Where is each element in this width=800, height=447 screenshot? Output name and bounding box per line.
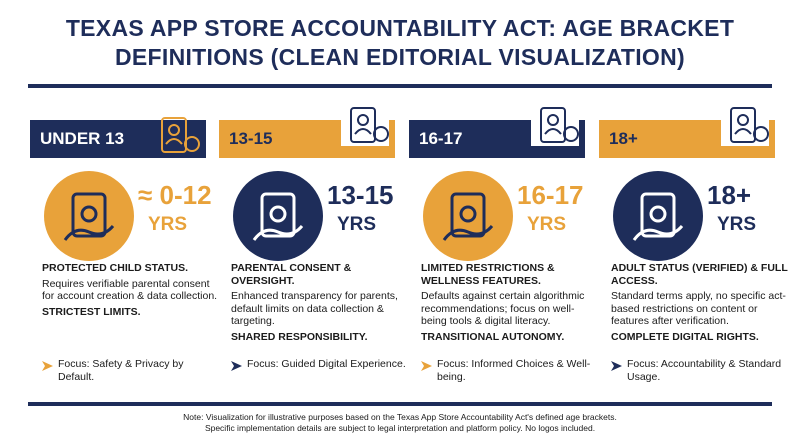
focus-arrow xyxy=(42,361,53,371)
age-range: 13-15 xyxy=(327,180,394,210)
circle-icon xyxy=(44,171,134,261)
footnote-line: Note: Visualization for illustrative pur… xyxy=(183,412,617,422)
circle-icon xyxy=(423,171,513,261)
footnote: Note: Visualization for illustrative pur… xyxy=(0,412,800,434)
rule xyxy=(28,402,772,406)
heading: ADULT STATUS (VERIFIED) & FULL ACCESS. xyxy=(611,262,788,287)
age-unit: YRS xyxy=(717,214,757,235)
emphasis: STRICTEST LIMITS. xyxy=(42,305,141,318)
header-icon xyxy=(531,104,579,146)
focus-arrow xyxy=(611,361,622,371)
column-text: PARENTAL CONSENT & OVERSIGHT. Enhanced tr… xyxy=(231,262,409,343)
rule xyxy=(28,84,772,88)
footnote-line: Specific implementation details are subj… xyxy=(204,423,596,433)
focus: Focus: Accountability & Standard Usage. xyxy=(627,358,782,383)
column-text: PROTECTED CHILD STATUS. Requires verifiab… xyxy=(42,262,220,318)
age-range: ≈ 0-12 xyxy=(138,180,212,210)
body: Defaults against certain algorithmic rec… xyxy=(421,290,585,327)
heading: PROTECTED CHILD STATUS. xyxy=(42,262,189,274)
age-unit: YRS xyxy=(148,214,188,235)
body: Requires verifiable parental consent for… xyxy=(42,277,218,303)
heading: LIMITED RESTRICTIONS & WELLNESS FEATURES… xyxy=(421,262,555,287)
emphasis: TRANSITIONAL AUTONOMY. xyxy=(421,330,565,343)
body: Standard terms apply, no specific act-ba… xyxy=(611,290,786,327)
column-text: ADULT STATUS (VERIFIED) & FULL ACCESS. St… xyxy=(611,262,789,343)
body: Enhanced transparency for parents, defau… xyxy=(231,290,398,327)
focus-arrow xyxy=(231,361,242,371)
age-range: 18+ xyxy=(707,180,752,210)
circle-icon xyxy=(233,171,323,261)
focus-arrow xyxy=(421,361,432,371)
age-unit: YRS xyxy=(527,214,567,235)
header-icon xyxy=(161,117,200,153)
focus: Focus: Informed Choices & Well-being. xyxy=(437,358,591,383)
emphasis: COMPLETE DIGITAL RIGHTS. xyxy=(611,330,759,343)
column-text: LIMITED RESTRICTIONS & WELLNESS FEATURES… xyxy=(421,262,599,343)
emphasis: SHARED RESPONSIBILITY. xyxy=(231,330,368,343)
age-range: 16-17 xyxy=(517,180,584,210)
title: TEXAS APP STORE ACCOUNTABILITY ACT: AGE … xyxy=(65,15,735,70)
header-icon xyxy=(341,104,389,146)
header-icon xyxy=(721,104,769,146)
focus: Focus: Safety & Privacy by Default. xyxy=(58,358,184,383)
focus: Focus: Guided Digital Experience. xyxy=(247,358,406,370)
heading: PARENTAL CONSENT & OVERSIGHT. xyxy=(231,262,352,287)
age-unit: YRS xyxy=(337,214,377,235)
circle-icon xyxy=(613,171,703,261)
